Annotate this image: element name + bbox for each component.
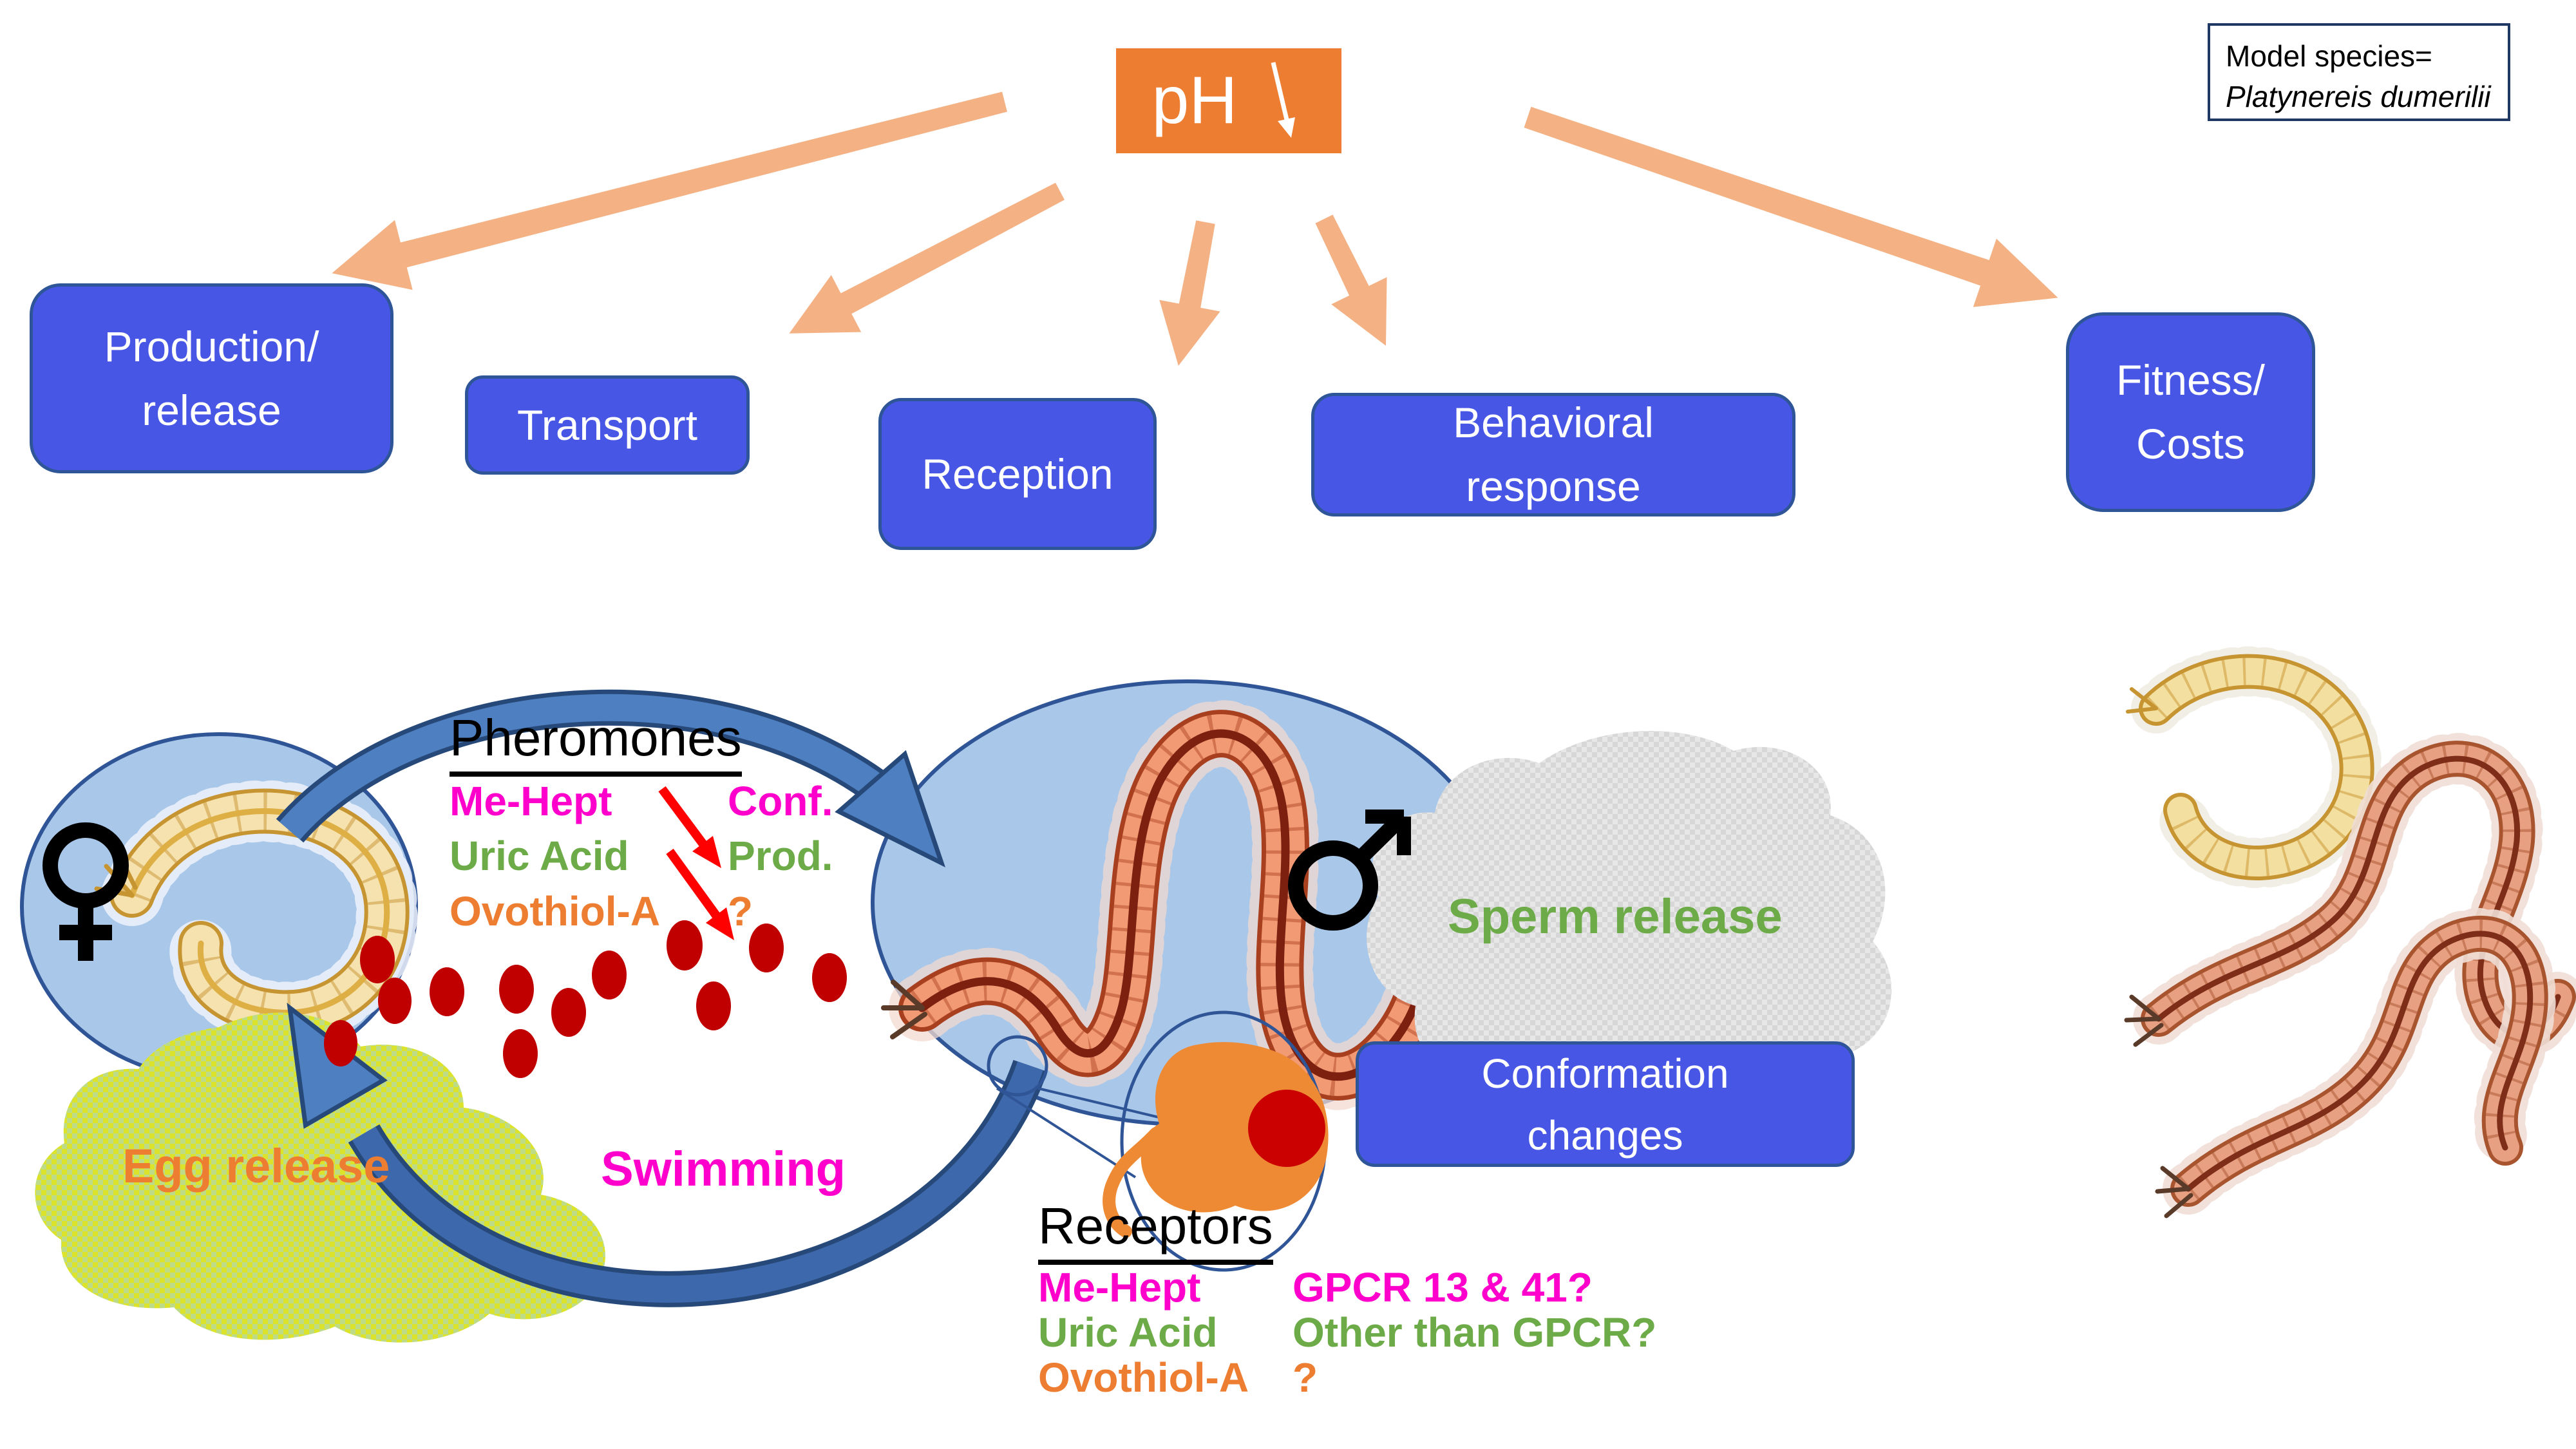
receptor-ligand: Uric Acid: [1038, 1309, 1218, 1356]
pheromone-name: Uric Acid: [450, 833, 629, 879]
ph-label: pH: [1151, 63, 1238, 138]
pheromone-row-uricacid: Uric Acid Prod.: [450, 832, 833, 880]
pheromone-dot: [378, 978, 412, 1024]
arrow-ph-to-production: [332, 91, 1007, 290]
ligand-dot: [1248, 1090, 1325, 1167]
swimming-label: Swimming: [601, 1142, 846, 1197]
process-box-behavioral: Behavioral response: [1311, 393, 1795, 516]
pheromone-effect: Conf.: [728, 778, 833, 824]
female-symbol-icon: [43, 822, 129, 961]
process-box-reception: Reception: [878, 398, 1157, 550]
pheromone-dot: [696, 981, 731, 1030]
pheromone-name: Me-Hept: [450, 778, 612, 824]
pheromone-dot: [499, 965, 534, 1014]
egg-release-blob: [35, 1012, 605, 1343]
magnifier-circle: [987, 1035, 1048, 1097]
pheromone-dot: [430, 967, 464, 1016]
male-symbol-icon: [1288, 810, 1411, 931]
process-box-transport: Transport: [465, 375, 750, 475]
pheromone-dot: [812, 953, 847, 1002]
pheromone-dot: [503, 1029, 538, 1078]
receptor-protein-illustration: [1103, 1042, 1329, 1238]
pheromone-name: Ovothiol-A: [450, 888, 661, 934]
model-species-line1: Model species=: [2226, 39, 2432, 73]
sperm-release-blob: [1367, 731, 1892, 1108]
pheromone-dot: [551, 988, 586, 1037]
pheromone-dot: [749, 923, 784, 972]
worm-salmon-lower: [2155, 907, 2556, 1218]
receptor-ligand: Ovothiol-A: [1038, 1354, 1249, 1401]
pheromone-row-mehept: Me-Hept Conf.: [450, 777, 833, 825]
process-box-fitness: Fitness/ Costs: [2066, 312, 2315, 512]
process-box-conformation-changes: Conformation changes: [1356, 1041, 1855, 1167]
pheromone-dot: [360, 936, 395, 983]
pheromone-dot: [667, 920, 703, 971]
process-box-production: Production/ release: [30, 283, 393, 473]
magnifier-line-left: [996, 1087, 1137, 1179]
red-arrow-prod: [666, 848, 734, 940]
cycle-arrow-top: [276, 689, 946, 867]
pheromone-effect: Prod.: [728, 833, 833, 879]
pheromone-dot: [592, 951, 627, 999]
cycle-arrow-bottom: [287, 1003, 1048, 1307]
worm-yellow: [2126, 646, 2382, 888]
pheromones-heading: Pheromones: [450, 708, 742, 777]
ph-down-arrow-icon: [1271, 61, 1296, 138]
receptor-type: Other than GPCR?: [1293, 1309, 1657, 1356]
ph-decrease-box: pH: [1116, 48, 1341, 153]
model-species-box: Model species= Platynereis dumerilii: [2208, 23, 2510, 121]
model-species-line2: Platynereis dumerilii: [2226, 80, 2491, 114]
red-arrow-conf: [658, 786, 721, 868]
pheromone-effect: ?: [728, 888, 753, 934]
receptor-ligand: Me-Hept: [1038, 1264, 1201, 1311]
arrow-ph-to-transport: [789, 182, 1065, 334]
arrow-ph-to-reception: [1159, 220, 1220, 366]
receptor-type: ?: [1293, 1354, 1318, 1401]
pheromone-dot: [324, 1020, 357, 1066]
pheromone-dot-field: [324, 920, 847, 1078]
receptor-type: GPCR 13 & 41?: [1293, 1264, 1593, 1311]
arrow-ph-to-fitness: [1524, 106, 2058, 307]
female-worm-illustration: [94, 780, 418, 1044]
pheromone-row-ovothiol: Ovothiol-A ?: [450, 887, 753, 935]
receptor-row-uricacid: Uric Acid Other than GPCR?: [1038, 1309, 1656, 1356]
sperm-release-label: Sperm release: [1448, 889, 1783, 944]
arrow-ph-to-behavioral: [1315, 214, 1387, 346]
receptors-heading: Receptors: [1038, 1197, 1273, 1265]
egg-release-label: Egg release: [122, 1139, 390, 1193]
worm-salmon-upper: [2124, 733, 2576, 1060]
receptor-row-ovothiol: Ovothiol-A ?: [1038, 1354, 1318, 1401]
worm-cluster-illustration: [2124, 646, 2576, 1218]
receptor-row-mehept: Me-Hept GPCR 13 & 41?: [1038, 1264, 1593, 1311]
